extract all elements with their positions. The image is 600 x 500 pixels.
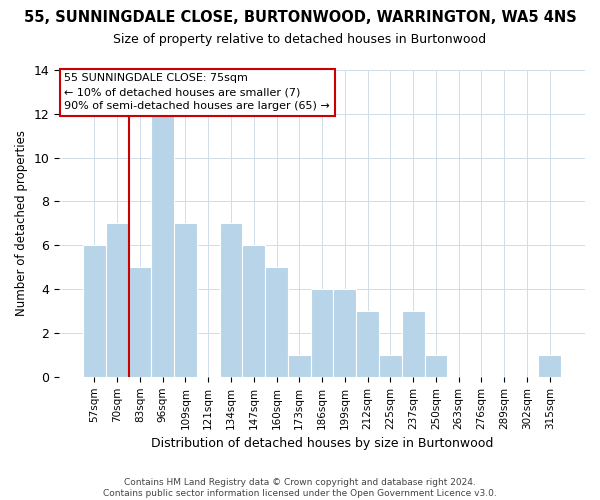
Text: 55, SUNNINGDALE CLOSE, BURTONWOOD, WARRINGTON, WA5 4NS: 55, SUNNINGDALE CLOSE, BURTONWOOD, WARRI…	[23, 10, 577, 25]
Bar	[311, 289, 334, 377]
Bar	[83, 246, 106, 377]
Bar	[402, 311, 425, 377]
Bar	[265, 267, 288, 377]
Bar	[538, 355, 561, 377]
Text: 55 SUNNINGDALE CLOSE: 75sqm
← 10% of detached houses are smaller (7)
90% of semi: 55 SUNNINGDALE CLOSE: 75sqm ← 10% of det…	[64, 73, 330, 111]
Text: Contains HM Land Registry data © Crown copyright and database right 2024.
Contai: Contains HM Land Registry data © Crown c…	[103, 478, 497, 498]
Bar	[334, 289, 356, 377]
Bar	[379, 355, 402, 377]
Bar	[174, 224, 197, 377]
Bar	[425, 355, 447, 377]
Bar	[288, 355, 311, 377]
Text: Size of property relative to detached houses in Burtonwood: Size of property relative to detached ho…	[113, 32, 487, 46]
Bar	[356, 311, 379, 377]
Y-axis label: Number of detached properties: Number of detached properties	[15, 130, 28, 316]
Bar	[106, 224, 128, 377]
Bar	[220, 224, 242, 377]
Bar	[151, 114, 174, 377]
X-axis label: Distribution of detached houses by size in Burtonwood: Distribution of detached houses by size …	[151, 437, 493, 450]
Bar	[128, 267, 151, 377]
Bar	[242, 246, 265, 377]
